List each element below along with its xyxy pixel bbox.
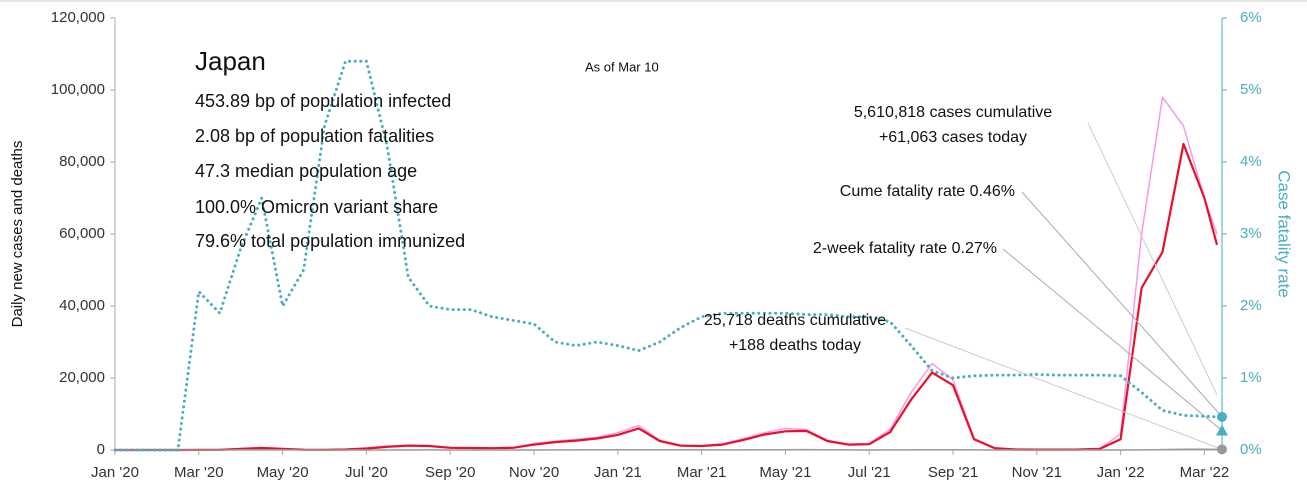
y2-tick-label: 1% bbox=[1240, 369, 1262, 386]
x-tick-label: May '21 bbox=[759, 464, 811, 481]
annotation: 100.0% Omicron variant share bbox=[195, 197, 438, 217]
x-tick-label: Sep '21 bbox=[928, 464, 978, 481]
y2-tick-label: 4% bbox=[1240, 153, 1262, 170]
leader bbox=[1021, 191, 1223, 418]
x-tick-label: Mar '21 bbox=[677, 464, 727, 481]
y-axis-label: Daily new cases and deaths bbox=[9, 141, 26, 328]
y2-axis-label: Case fatality rate bbox=[1275, 170, 1294, 298]
annotation: 2.08 bp of population fatalities bbox=[195, 126, 434, 146]
x-tick-label: Jan '21 bbox=[594, 464, 642, 481]
cume-rate-marker bbox=[1217, 411, 1227, 422]
rate-line bbox=[113, 59, 1219, 452]
x-tick-label: Sep '20 bbox=[425, 464, 475, 481]
x-tick-label: Jul '20 bbox=[345, 464, 388, 481]
annotation: 47.3 median population age bbox=[195, 161, 417, 181]
x-tick-label: Nov '20 bbox=[509, 464, 559, 481]
annotation: Japan bbox=[195, 46, 266, 76]
x-tick-label: Nov '21 bbox=[1012, 464, 1062, 481]
annotation: 2-week fatality rate 0.27% bbox=[813, 240, 997, 257]
x-tick-label: Mar '20 bbox=[174, 464, 224, 481]
leader bbox=[904, 327, 1223, 450]
x-tick-label: Mar '22 bbox=[1180, 464, 1230, 481]
leader bbox=[1002, 248, 1223, 431]
annotation: 5,610,818 cases cumulative bbox=[854, 104, 1052, 121]
annotation: 79.6% total population immunized bbox=[195, 231, 465, 251]
annotation: 25,718 deaths cumulative bbox=[704, 312, 886, 329]
y-tick-label: 60,000 bbox=[59, 225, 105, 242]
series-line bbox=[115, 96, 1218, 451]
series-line bbox=[115, 448, 1218, 451]
y-tick-label: 80,000 bbox=[59, 153, 105, 170]
annotation: As of Mar 10 bbox=[585, 59, 659, 74]
y2-tick-label: 2% bbox=[1240, 297, 1262, 314]
y-tick-label: 40,000 bbox=[59, 297, 105, 314]
y-tick-label: 120,000 bbox=[51, 9, 105, 26]
y2-tick-label: 5% bbox=[1240, 81, 1262, 98]
y2-tick-label: 6% bbox=[1240, 9, 1262, 26]
annotation: 453.89 bp of population infected bbox=[195, 91, 451, 111]
y-tick-label: 20,000 bbox=[59, 369, 105, 386]
annotation: +61,063 cases today bbox=[879, 129, 1027, 146]
annotation: +188 deaths today bbox=[729, 337, 861, 354]
annotation: Cume fatality rate 0.46% bbox=[840, 183, 1015, 200]
x-tick-label: Jan '20 bbox=[91, 464, 139, 481]
leader bbox=[1087, 122, 1218, 396]
two-week-rate-marker bbox=[1216, 424, 1228, 436]
x-tick-label: May '20 bbox=[257, 464, 309, 481]
y-tick-label: 100,000 bbox=[51, 81, 105, 98]
y2-tick-label: 3% bbox=[1240, 225, 1262, 242]
y-tick-label: 0 bbox=[97, 441, 105, 458]
x-tick-label: Jan '22 bbox=[1097, 464, 1145, 481]
x-tick-label: Jul '21 bbox=[848, 464, 891, 481]
y2-tick-label: 0% bbox=[1240, 441, 1262, 458]
deaths-marker bbox=[1217, 444, 1227, 455]
